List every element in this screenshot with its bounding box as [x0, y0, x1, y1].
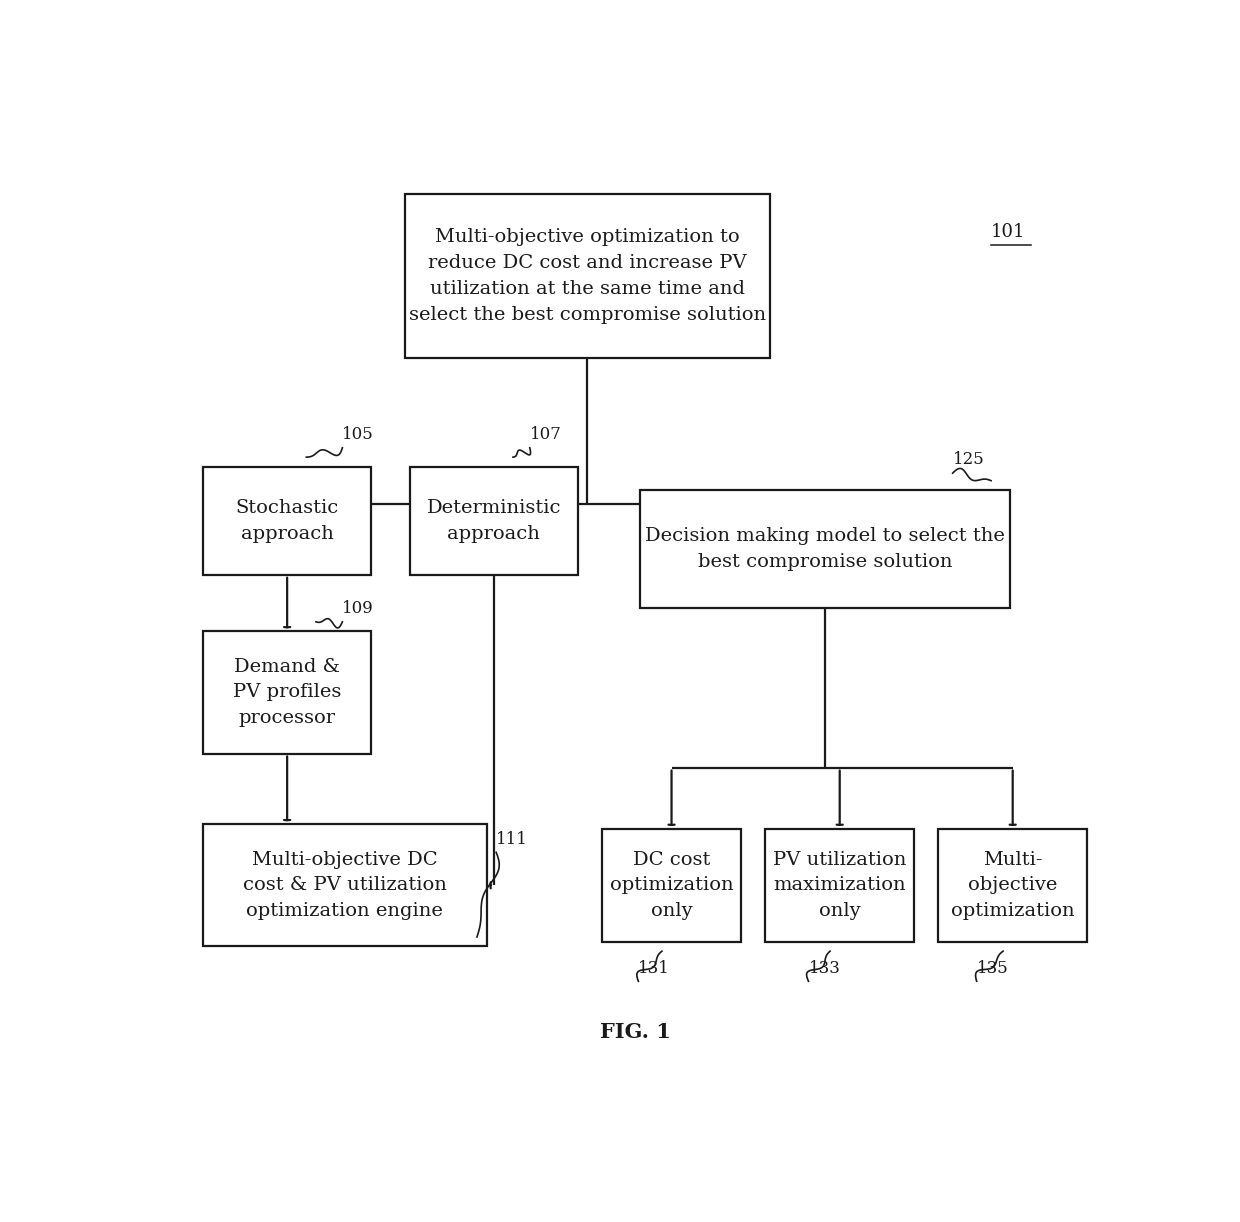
Text: Demand &
PV profiles
processor: Demand & PV profiles processor [233, 657, 341, 727]
Text: 101: 101 [991, 222, 1025, 241]
Text: 131: 131 [639, 960, 671, 978]
FancyBboxPatch shape [765, 829, 914, 942]
FancyBboxPatch shape [404, 194, 770, 358]
FancyBboxPatch shape [939, 829, 1087, 942]
Text: 111: 111 [496, 831, 528, 848]
Text: 133: 133 [808, 960, 841, 978]
FancyBboxPatch shape [640, 490, 1011, 607]
Text: Decision making model to select the
best compromise solution: Decision making model to select the best… [645, 527, 1006, 571]
FancyBboxPatch shape [203, 467, 371, 574]
Text: FIG. 1: FIG. 1 [600, 1023, 671, 1042]
Text: PV utilization
maximization
only: PV utilization maximization only [773, 851, 906, 920]
Text: 105: 105 [342, 426, 374, 444]
Text: 107: 107 [529, 426, 562, 444]
Text: DC cost
optimization
only: DC cost optimization only [610, 851, 733, 920]
FancyBboxPatch shape [601, 829, 742, 942]
Text: Deterministic
approach: Deterministic approach [427, 499, 560, 543]
Text: Stochastic
approach: Stochastic approach [236, 499, 339, 543]
Text: Multi-
objective
optimization: Multi- objective optimization [951, 851, 1075, 920]
Text: 109: 109 [342, 600, 374, 617]
FancyBboxPatch shape [203, 632, 371, 754]
FancyBboxPatch shape [409, 467, 578, 574]
Text: Multi-objective DC
cost & PV utilization
optimization engine: Multi-objective DC cost & PV utilization… [243, 851, 446, 920]
FancyBboxPatch shape [203, 824, 486, 946]
Text: 135: 135 [977, 960, 1008, 978]
Text: 125: 125 [952, 451, 985, 468]
Text: Multi-objective optimization to
reduce DC cost and increase PV
utilization at th: Multi-objective optimization to reduce D… [409, 229, 766, 324]
